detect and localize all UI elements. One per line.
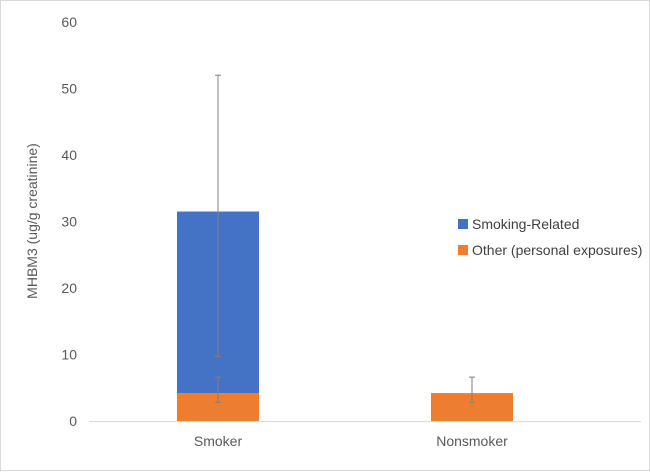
y-tick-labels: 0 10 20 30 40 50 60 [61, 14, 77, 429]
legend-label-other: Other (personal exposures) [472, 242, 642, 258]
y-tick-label: 10 [61, 347, 77, 363]
y-tick-label: 50 [61, 81, 77, 97]
bars [177, 211, 513, 421]
y-tick-label: 30 [61, 214, 77, 230]
y-tick-label: 0 [69, 413, 77, 429]
legend-label-smoking-related: Smoking-Related [472, 216, 579, 232]
error-bars [215, 74, 475, 403]
error-bar-smoker-smoking-related [215, 74, 221, 357]
y-axis-title: MHBM3 (ug/g creatinine) [24, 143, 40, 299]
x-tick-label-smoker: Smoker [194, 433, 243, 449]
error-bar-nonsmoker-other [469, 376, 475, 403]
error-bar-smoker-other [215, 376, 221, 403]
y-tick-label: 40 [61, 147, 77, 163]
legend-swatch-other [458, 245, 468, 255]
y-tick-label: 20 [61, 280, 77, 296]
legend: Smoking-Related Other (personal exposures… [458, 216, 642, 258]
legend-swatch-smoking-related [458, 219, 468, 229]
x-tick-labels: Smoker Nonsmoker [194, 433, 508, 449]
x-tick-label-nonsmoker: Nonsmoker [436, 433, 508, 449]
y-tick-label: 60 [61, 14, 77, 30]
